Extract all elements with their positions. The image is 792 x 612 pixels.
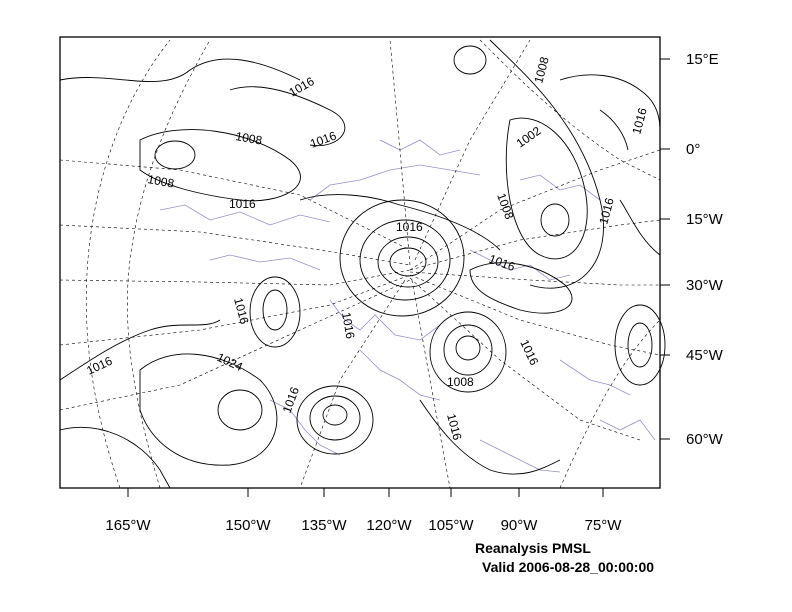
y-tick-label: 45°W: [686, 347, 724, 364]
contour-label: 1016: [339, 311, 357, 340]
contour-label: 1008: [146, 172, 175, 190]
x-tick-label: 135°W: [301, 517, 347, 534]
contour-label: 1016: [517, 337, 541, 367]
contour-label: 1016: [629, 106, 650, 136]
low-center-6: [154, 140, 196, 170]
contour-label: 1016: [487, 252, 517, 274]
y-tick-label: 60°W: [686, 431, 724, 448]
high-center-2: [217, 389, 263, 431]
map-frame: [59, 36, 661, 489]
map-plot-area: 1016 1016 1008 1008 1008 1002 1016 1016 …: [59, 39, 666, 489]
x-tick-label: 120°W: [366, 517, 412, 534]
low-center-2: [455, 335, 481, 361]
coastlines: [159, 139, 656, 473]
isobar-contours: [59, 39, 666, 489]
contour-label: 1016: [444, 412, 465, 442]
x-tick-label: 165°W: [105, 517, 151, 534]
contour-label: 1008: [447, 375, 474, 389]
contour-label: 1024: [215, 350, 245, 374]
low-center-1-ring-4: [339, 199, 465, 317]
high-center-1-ring-2: [249, 276, 301, 348]
high-center-1: [262, 289, 288, 331]
low-center-1: [389, 247, 427, 277]
y-tick-label: 15°W: [686, 211, 724, 228]
x-tick-label: 75°W: [585, 517, 623, 534]
x-axis: [127, 488, 604, 497]
graticule: [59, 39, 661, 489]
contour-label-group: 1016 1016 1008 1008 1008 1002 1016 1016 …: [84, 55, 650, 442]
contour-label: 1008: [531, 55, 552, 85]
contour-label: 1016: [308, 128, 338, 150]
contour-label: 1016: [231, 296, 252, 326]
low-center-4: [627, 322, 653, 368]
low-center-1-ring-3: [359, 219, 451, 301]
contour-label: 1008: [494, 191, 516, 221]
x-tick-label: 150°W: [225, 517, 271, 534]
x-tick-label: 90°W: [501, 517, 539, 534]
low-center-3-ring-3: [296, 385, 374, 455]
y-tick-label: 0°: [686, 141, 700, 158]
low-center-2-ring-2: [443, 324, 493, 376]
contour-label: 1016: [229, 197, 256, 211]
valid-time-label: Valid 2006-08-28_00:00:00: [482, 559, 654, 575]
contour-label: 1016: [84, 354, 114, 378]
low-center-3: [322, 404, 348, 426]
contour-label: 1002: [514, 123, 544, 150]
high-center-3: [453, 45, 487, 75]
low-center-3-ring-2: [309, 395, 361, 441]
y-tick-label: 15°E: [686, 51, 719, 68]
contour-label: 1016: [596, 196, 617, 226]
low-center-4-ring-2: [614, 304, 666, 386]
x-tick-label: 105°W: [428, 517, 474, 534]
low-center-1-ring-2: [377, 236, 439, 288]
y-axis: [660, 58, 670, 440]
contour-label: 1016: [396, 220, 423, 234]
contour-label: 1016: [287, 74, 317, 100]
figure-title: Reanalysis PMSL: [475, 540, 591, 556]
low-center-5: [540, 203, 570, 237]
y-tick-label: 30°W: [686, 277, 724, 294]
contour-label: 1008: [234, 129, 263, 147]
low-center-2-ring-3: [429, 311, 507, 393]
